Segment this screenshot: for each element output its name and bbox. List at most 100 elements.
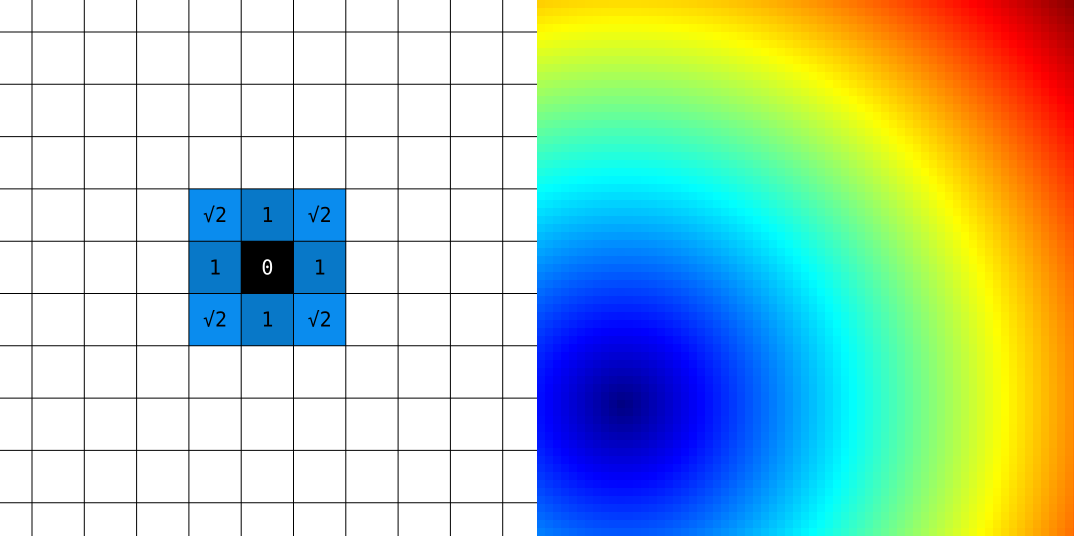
heat-cell (769, 528, 778, 536)
heat-cell (929, 520, 938, 529)
heat-cell (537, 152, 546, 161)
heat-cell (889, 288, 898, 297)
heat-cell (1009, 272, 1018, 281)
heat-cell (641, 472, 650, 481)
heat-cell (1009, 72, 1018, 81)
heat-cell (561, 400, 570, 409)
heat-cell (1041, 200, 1050, 209)
heat-cell (1041, 192, 1050, 201)
heat-cell (593, 0, 602, 9)
heat-cell (881, 504, 890, 513)
heat-cell (857, 368, 866, 377)
heat-cell (921, 480, 930, 489)
heat-cell (545, 72, 554, 81)
heat-cell (1017, 408, 1026, 417)
heat-cell (873, 272, 882, 281)
heat-cell (1033, 136, 1042, 145)
heat-cell (961, 424, 970, 433)
heat-cell (793, 168, 802, 177)
heat-cell (617, 528, 626, 536)
heat-cell (681, 248, 690, 257)
heat-cell (745, 24, 754, 33)
heat-cell (881, 304, 890, 313)
heat-cell (977, 64, 986, 73)
heat-cell (769, 80, 778, 89)
heat-cell (601, 280, 610, 289)
heat-cell (969, 272, 978, 281)
heat-cell (769, 336, 778, 345)
heat-cell (1017, 480, 1026, 489)
heat-cell (801, 472, 810, 481)
heat-cell (849, 312, 858, 321)
heat-cell (657, 232, 666, 241)
heat-cell (561, 488, 570, 497)
heat-cell (977, 512, 986, 521)
heat-cell (545, 312, 554, 321)
heat-cell (809, 120, 818, 129)
heat-cell (697, 256, 706, 265)
heat-cell (929, 400, 938, 409)
heat-cell (929, 136, 938, 145)
heat-cell (697, 408, 706, 417)
heat-cell (697, 360, 706, 369)
heat-cell (833, 368, 842, 377)
heat-cell (969, 128, 978, 137)
heat-cell (833, 320, 842, 329)
heat-cell (537, 464, 546, 473)
heat-cell (617, 40, 626, 49)
heat-cell (977, 24, 986, 33)
heat-cell (665, 528, 674, 536)
heat-cell (585, 104, 594, 113)
heat-cell (953, 264, 962, 273)
heat-cell (585, 528, 594, 536)
heat-cell (601, 424, 610, 433)
heat-cell (537, 496, 546, 505)
heat-cell (553, 64, 562, 73)
heat-cell (657, 312, 666, 321)
heat-cell (857, 136, 866, 145)
heat-cell (801, 32, 810, 41)
heat-cell (777, 104, 786, 113)
heat-cell (569, 160, 578, 169)
heat-cell (1001, 520, 1010, 529)
heat-cell (601, 200, 610, 209)
heat-cell (729, 24, 738, 33)
heat-cell (577, 384, 586, 393)
heat-cell (905, 240, 914, 249)
heat-cell (577, 216, 586, 225)
heat-cell (1033, 232, 1042, 241)
heat-cell (705, 464, 714, 473)
heat-cell (569, 24, 578, 33)
heat-cell (849, 336, 858, 345)
heat-cell (905, 184, 914, 193)
heat-cell (721, 48, 730, 57)
heat-cell (633, 528, 642, 536)
heat-cell (713, 16, 722, 25)
heat-cell (1041, 520, 1050, 529)
heat-cell (553, 448, 562, 457)
heat-cell (1041, 16, 1050, 25)
heat-cell (713, 376, 722, 385)
heat-cell (713, 240, 722, 249)
heat-cell (801, 328, 810, 337)
heat-cell (945, 168, 954, 177)
heat-cell (801, 104, 810, 113)
heat-cell (1049, 336, 1058, 345)
heat-cell (1049, 208, 1058, 217)
heat-cell (721, 104, 730, 113)
heat-cell (625, 160, 634, 169)
heat-cell (601, 328, 610, 337)
heat-cell (745, 0, 754, 9)
heat-cell (953, 224, 962, 233)
heat-cell (953, 312, 962, 321)
heat-cell (649, 112, 658, 121)
heat-cell (889, 96, 898, 105)
heat-cell (569, 336, 578, 345)
heat-cell (825, 496, 834, 505)
heat-cell (841, 160, 850, 169)
heat-cell (689, 104, 698, 113)
heat-cell (865, 48, 874, 57)
heat-cell (897, 328, 906, 337)
heat-cell (897, 176, 906, 185)
heat-cell (657, 512, 666, 521)
